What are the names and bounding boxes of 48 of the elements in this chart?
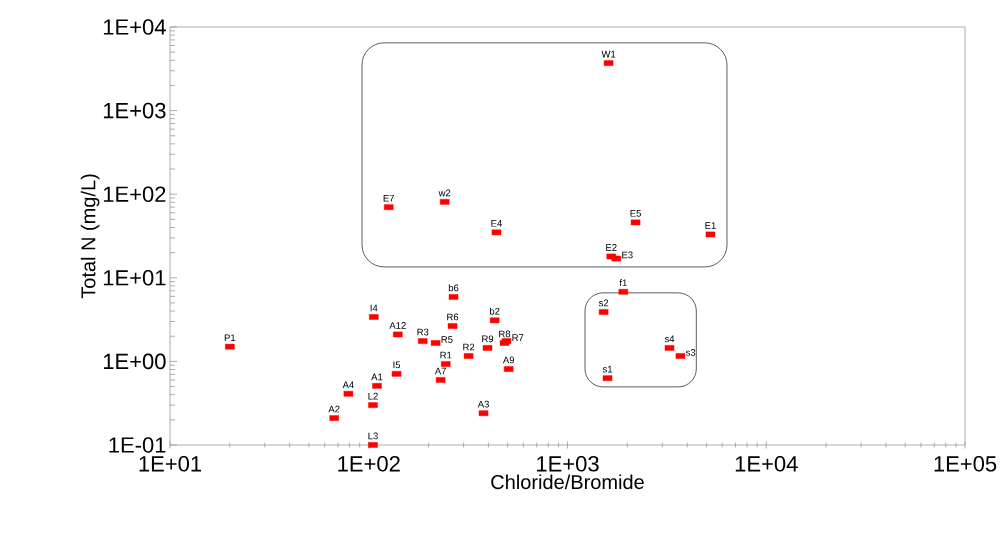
series-label: R7 <box>512 334 524 341</box>
series-label: s2 <box>598 299 609 307</box>
series-label: E1 <box>705 222 716 229</box>
series-label: E3 <box>622 251 633 259</box>
series-label: R2 <box>463 343 475 351</box>
series-label: A2 <box>328 405 340 413</box>
series-label: A4 <box>342 381 354 389</box>
series-label: A3 <box>477 400 489 408</box>
series-label: R3 <box>417 328 429 336</box>
series-label: b6 <box>448 284 459 292</box>
series-label: R9 <box>482 335 494 343</box>
x-tick-label: 1E+04 <box>735 456 798 472</box>
y-tick-label: 1E+00 <box>103 353 166 370</box>
series-label: I4 <box>370 304 378 312</box>
y-tick-label: 1E+02 <box>103 186 166 202</box>
x-tick-label: 1E+02 <box>338 456 400 472</box>
series-label: A1 <box>371 373 383 381</box>
y-tick-label: 1E-01 <box>109 437 166 453</box>
x-tick-label: 1E+05 <box>934 456 997 472</box>
series-label: s4 <box>664 335 675 343</box>
y-axis-title: Total N (mg/L) <box>80 174 100 299</box>
series-label: f1 <box>619 279 627 287</box>
series-label: E2 <box>606 244 617 251</box>
x-tick-label: 1E+01 <box>139 456 202 472</box>
series-label: R1 <box>440 351 452 359</box>
series-label: I5 <box>393 361 401 369</box>
series-label: E4 <box>491 220 502 227</box>
x-tick-label: 1E+03 <box>537 456 599 472</box>
series-label: E7 <box>383 194 395 202</box>
y-tick-label: 1E+03 <box>103 102 166 119</box>
series-label: W1 <box>601 50 616 58</box>
series-label: R5 <box>441 336 453 343</box>
series-label: w2 <box>438 189 451 197</box>
series-label: A9 <box>502 356 515 364</box>
series-label: L3 <box>368 432 378 440</box>
series-label: A7 <box>434 367 446 375</box>
series-label: A12 <box>389 322 406 329</box>
x-axis-title: Chloride/Bromide <box>491 474 644 490</box>
series-label: L2 <box>368 392 378 400</box>
y-tick-label: 1E+04 <box>103 19 166 35</box>
y-tick-label: 1E+01 <box>103 270 166 286</box>
series-label: s1 <box>602 365 613 373</box>
series-label: E5 <box>630 210 641 217</box>
series-label: P1 <box>224 334 236 341</box>
series-label: s3 <box>685 349 696 356</box>
series-label: R6 <box>447 313 459 321</box>
series-label: b2 <box>489 307 500 315</box>
series-label: R8 <box>499 330 511 338</box>
